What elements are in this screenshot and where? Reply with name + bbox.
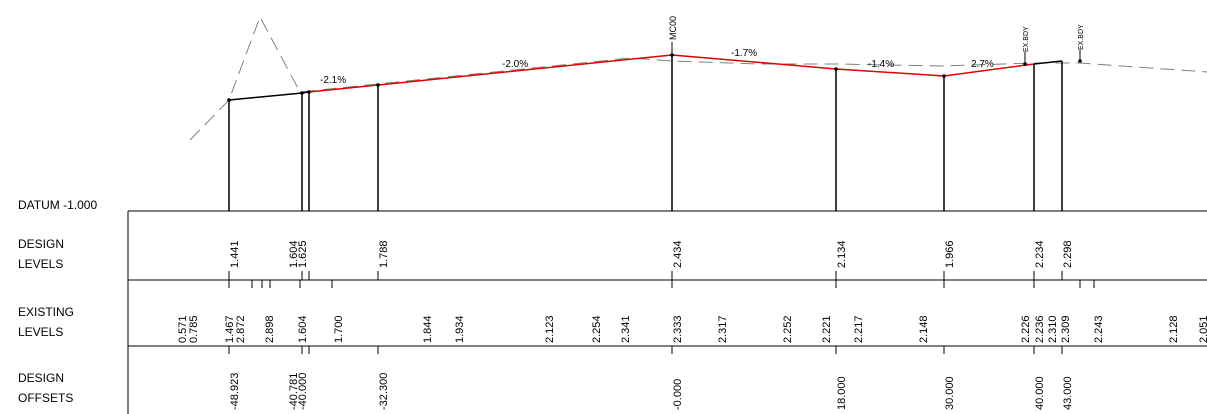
existing-level-value: 2.217 <box>853 315 865 343</box>
existing-level-value: 2.226 <box>1020 315 1032 343</box>
existing-level-value: 2.310 <box>1047 315 1059 343</box>
existing-level-value: 2.243 <box>1093 315 1105 343</box>
design-offset-value: -48.923 <box>229 373 241 410</box>
existing-level-value: 2.252 <box>782 315 794 343</box>
design-level-value: 2.298 <box>1062 240 1074 268</box>
edge-label-1: EX.BDY <box>1023 26 1030 52</box>
existing-levels-label-1: EXISTING <box>18 305 74 319</box>
edge-label-2: EX.BDY <box>1078 24 1085 50</box>
station-points <box>227 53 1082 102</box>
design-offset-value: 18.000 <box>836 376 848 410</box>
centreline-label: MC00 <box>668 16 678 40</box>
existing-level-value: 2.254 <box>591 315 603 343</box>
grade-label: 2.7% <box>971 59 994 70</box>
grade-label: -1.4% <box>868 59 894 70</box>
design-offset-value: 43.000 <box>1062 376 1074 410</box>
design-offset-value: 40.000 <box>1034 376 1046 410</box>
design-profile-line <box>308 54 1035 93</box>
grade-label: -1.7% <box>731 48 757 59</box>
design-level-ticks <box>228 271 1063 280</box>
station-lines <box>228 55 1063 211</box>
existing-level-value: 0.571 <box>177 315 189 343</box>
existing-level-value: 1.700 <box>333 315 345 343</box>
design-level-value: 2.234 <box>1034 240 1046 268</box>
existing-level-value: 2.236 <box>1034 315 1046 343</box>
design-level-value: 1.441 <box>229 240 241 268</box>
existing-level-value: 2.309 <box>1060 315 1072 343</box>
existing-level-value: 2.317 <box>717 315 729 343</box>
existing-level-value: 2.341 <box>620 315 632 343</box>
existing-level-value: 1.467 <box>224 315 236 343</box>
design-offset-value: -40.781 <box>288 373 300 410</box>
existing-level-value: 2.333 <box>672 315 684 343</box>
level-table <box>127 210 1207 414</box>
design-offset-value: -0.000 <box>672 379 684 410</box>
design-offset-value: 30.000 <box>944 376 956 410</box>
existing-level-value: 2.123 <box>544 315 556 343</box>
existing-level-value: 2.051 <box>1198 315 1207 343</box>
existing-level-value: 0.785 <box>188 315 200 343</box>
existing-level-value: 2.221 <box>821 315 833 343</box>
design-offset-value: -40.000 <box>297 373 309 410</box>
design-offsets-label-1: DESIGN <box>18 371 64 385</box>
design-offset-value: -32.300 <box>378 373 390 410</box>
existing-level-value: 2.128 <box>1168 315 1180 343</box>
design-side-slope-right <box>1033 60 1063 65</box>
design-offset-ticks <box>228 346 1063 354</box>
design-level-value: 2.434 <box>672 240 684 268</box>
design-levels-label-1: DESIGN <box>18 237 64 251</box>
existing-level-value: 2.872 <box>235 315 247 343</box>
existing-level-values: 0.571 0.785 1.467 2.872 2.898 1.604 1.70… <box>177 315 1207 343</box>
design-level-value: 2.134 <box>836 240 848 268</box>
existing-level-value: 1.934 <box>454 315 466 343</box>
existing-levels-label-2: LEVELS <box>18 325 63 339</box>
grade-label: -2.1% <box>320 75 346 86</box>
design-offsets-label-2: OFFSETS <box>18 391 73 405</box>
design-levels-label-2: LEVELS <box>18 257 63 271</box>
grade-label: -2.0% <box>502 59 528 70</box>
design-level-values: 1.441 1.604 1.625 1.788 2.434 2.134 1.96… <box>229 240 1074 268</box>
existing-level-value: 1.604 <box>297 315 309 343</box>
existing-level-ticks <box>228 280 1095 288</box>
existing-level-value: 1.844 <box>422 315 434 343</box>
design-level-value: 1.788 <box>378 240 390 268</box>
design-side-slope-left <box>228 91 310 101</box>
design-offset-values: -48.923 -40.781 -40.000 -32.300 -0.000 1… <box>229 373 1074 410</box>
design-level-value: 1.604 <box>288 240 300 268</box>
datum-label: DATUM -1.000 <box>18 198 97 212</box>
existing-level-value: 2.148 <box>918 315 930 343</box>
existing-level-value: 2.898 <box>264 315 276 343</box>
design-level-value: 1.625 <box>297 240 309 268</box>
design-level-value: 1.966 <box>944 240 956 268</box>
